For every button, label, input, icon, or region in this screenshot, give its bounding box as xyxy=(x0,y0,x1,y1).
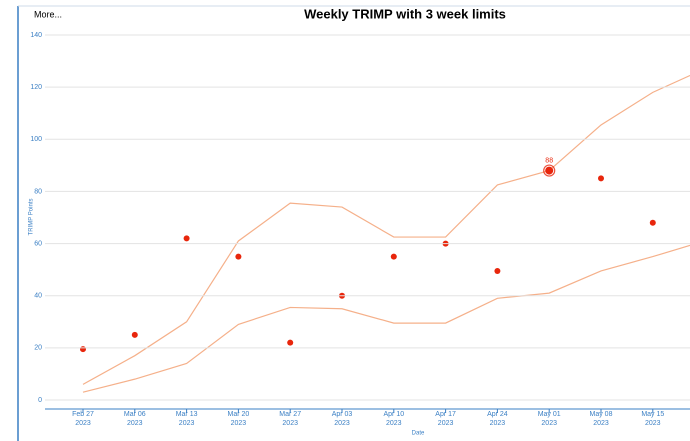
x-tick-label: 2023 xyxy=(490,420,506,427)
data-point xyxy=(131,331,138,338)
x-tick-label: Apr 17 xyxy=(435,411,456,418)
y-tick-label: 40 xyxy=(34,293,42,300)
x-tick-label: Apr 10 xyxy=(383,411,404,418)
data-point xyxy=(494,267,501,274)
limit-line xyxy=(82,244,690,393)
y-tick-label: 20 xyxy=(34,345,42,352)
x-tick-label: 2023 xyxy=(231,420,247,427)
y-tick-label: 0 xyxy=(38,397,42,404)
x-tick-label: Mar 13 xyxy=(176,411,198,418)
data-point xyxy=(649,219,656,226)
x-tick-label: Mar 06 xyxy=(124,411,146,418)
limit-line xyxy=(82,74,690,385)
chart-title: Weekly TRIMP with 3 week limits xyxy=(304,6,506,21)
x-tick-label: 2023 xyxy=(593,420,609,427)
x-axis-label: Date xyxy=(412,431,425,437)
x-tick-label: 2023 xyxy=(75,420,91,427)
x-tick-label: 2023 xyxy=(645,420,661,427)
x-tick-label: 2023 xyxy=(541,420,557,427)
y-axis-label: TRIMP Points xyxy=(29,199,35,236)
data-point xyxy=(390,253,397,260)
menu-link[interactable]: More... xyxy=(34,9,62,19)
x-tick-label: Feb 27 xyxy=(72,411,94,418)
x-tick-label: May 01 xyxy=(538,411,561,418)
x-tick-label: Mar 27 xyxy=(279,411,301,418)
y-tick-label: 140 xyxy=(30,32,42,39)
x-tick-label: 2023 xyxy=(282,420,298,427)
data-point xyxy=(598,175,604,182)
x-tick-label: 2023 xyxy=(334,420,350,427)
x-tick-label: Mar 20 xyxy=(228,411,250,418)
y-tick-label: 80 xyxy=(34,188,42,195)
x-tick-label: 2023 xyxy=(438,420,454,427)
data-label: 88 xyxy=(545,157,553,164)
highlight-ring xyxy=(543,164,556,177)
x-tick-label: Apr 24 xyxy=(487,411,508,418)
x-tick-label: 2023 xyxy=(127,420,143,427)
y-tick-label: 120 xyxy=(30,84,42,91)
x-tick-label: May 15 xyxy=(641,411,664,418)
x-tick-label: Apr 03 xyxy=(332,411,353,418)
data-point xyxy=(235,253,242,260)
data-point xyxy=(80,346,86,353)
y-tick-label: 60 xyxy=(34,240,42,247)
x-tick-label: 2023 xyxy=(386,420,402,427)
x-tick-label: 2023 xyxy=(179,420,195,427)
data-point xyxy=(545,166,554,175)
data-point xyxy=(287,339,294,346)
x-tick-label: May 08 xyxy=(590,411,613,418)
y-tick-label: 100 xyxy=(30,136,42,143)
data-point xyxy=(183,235,190,242)
